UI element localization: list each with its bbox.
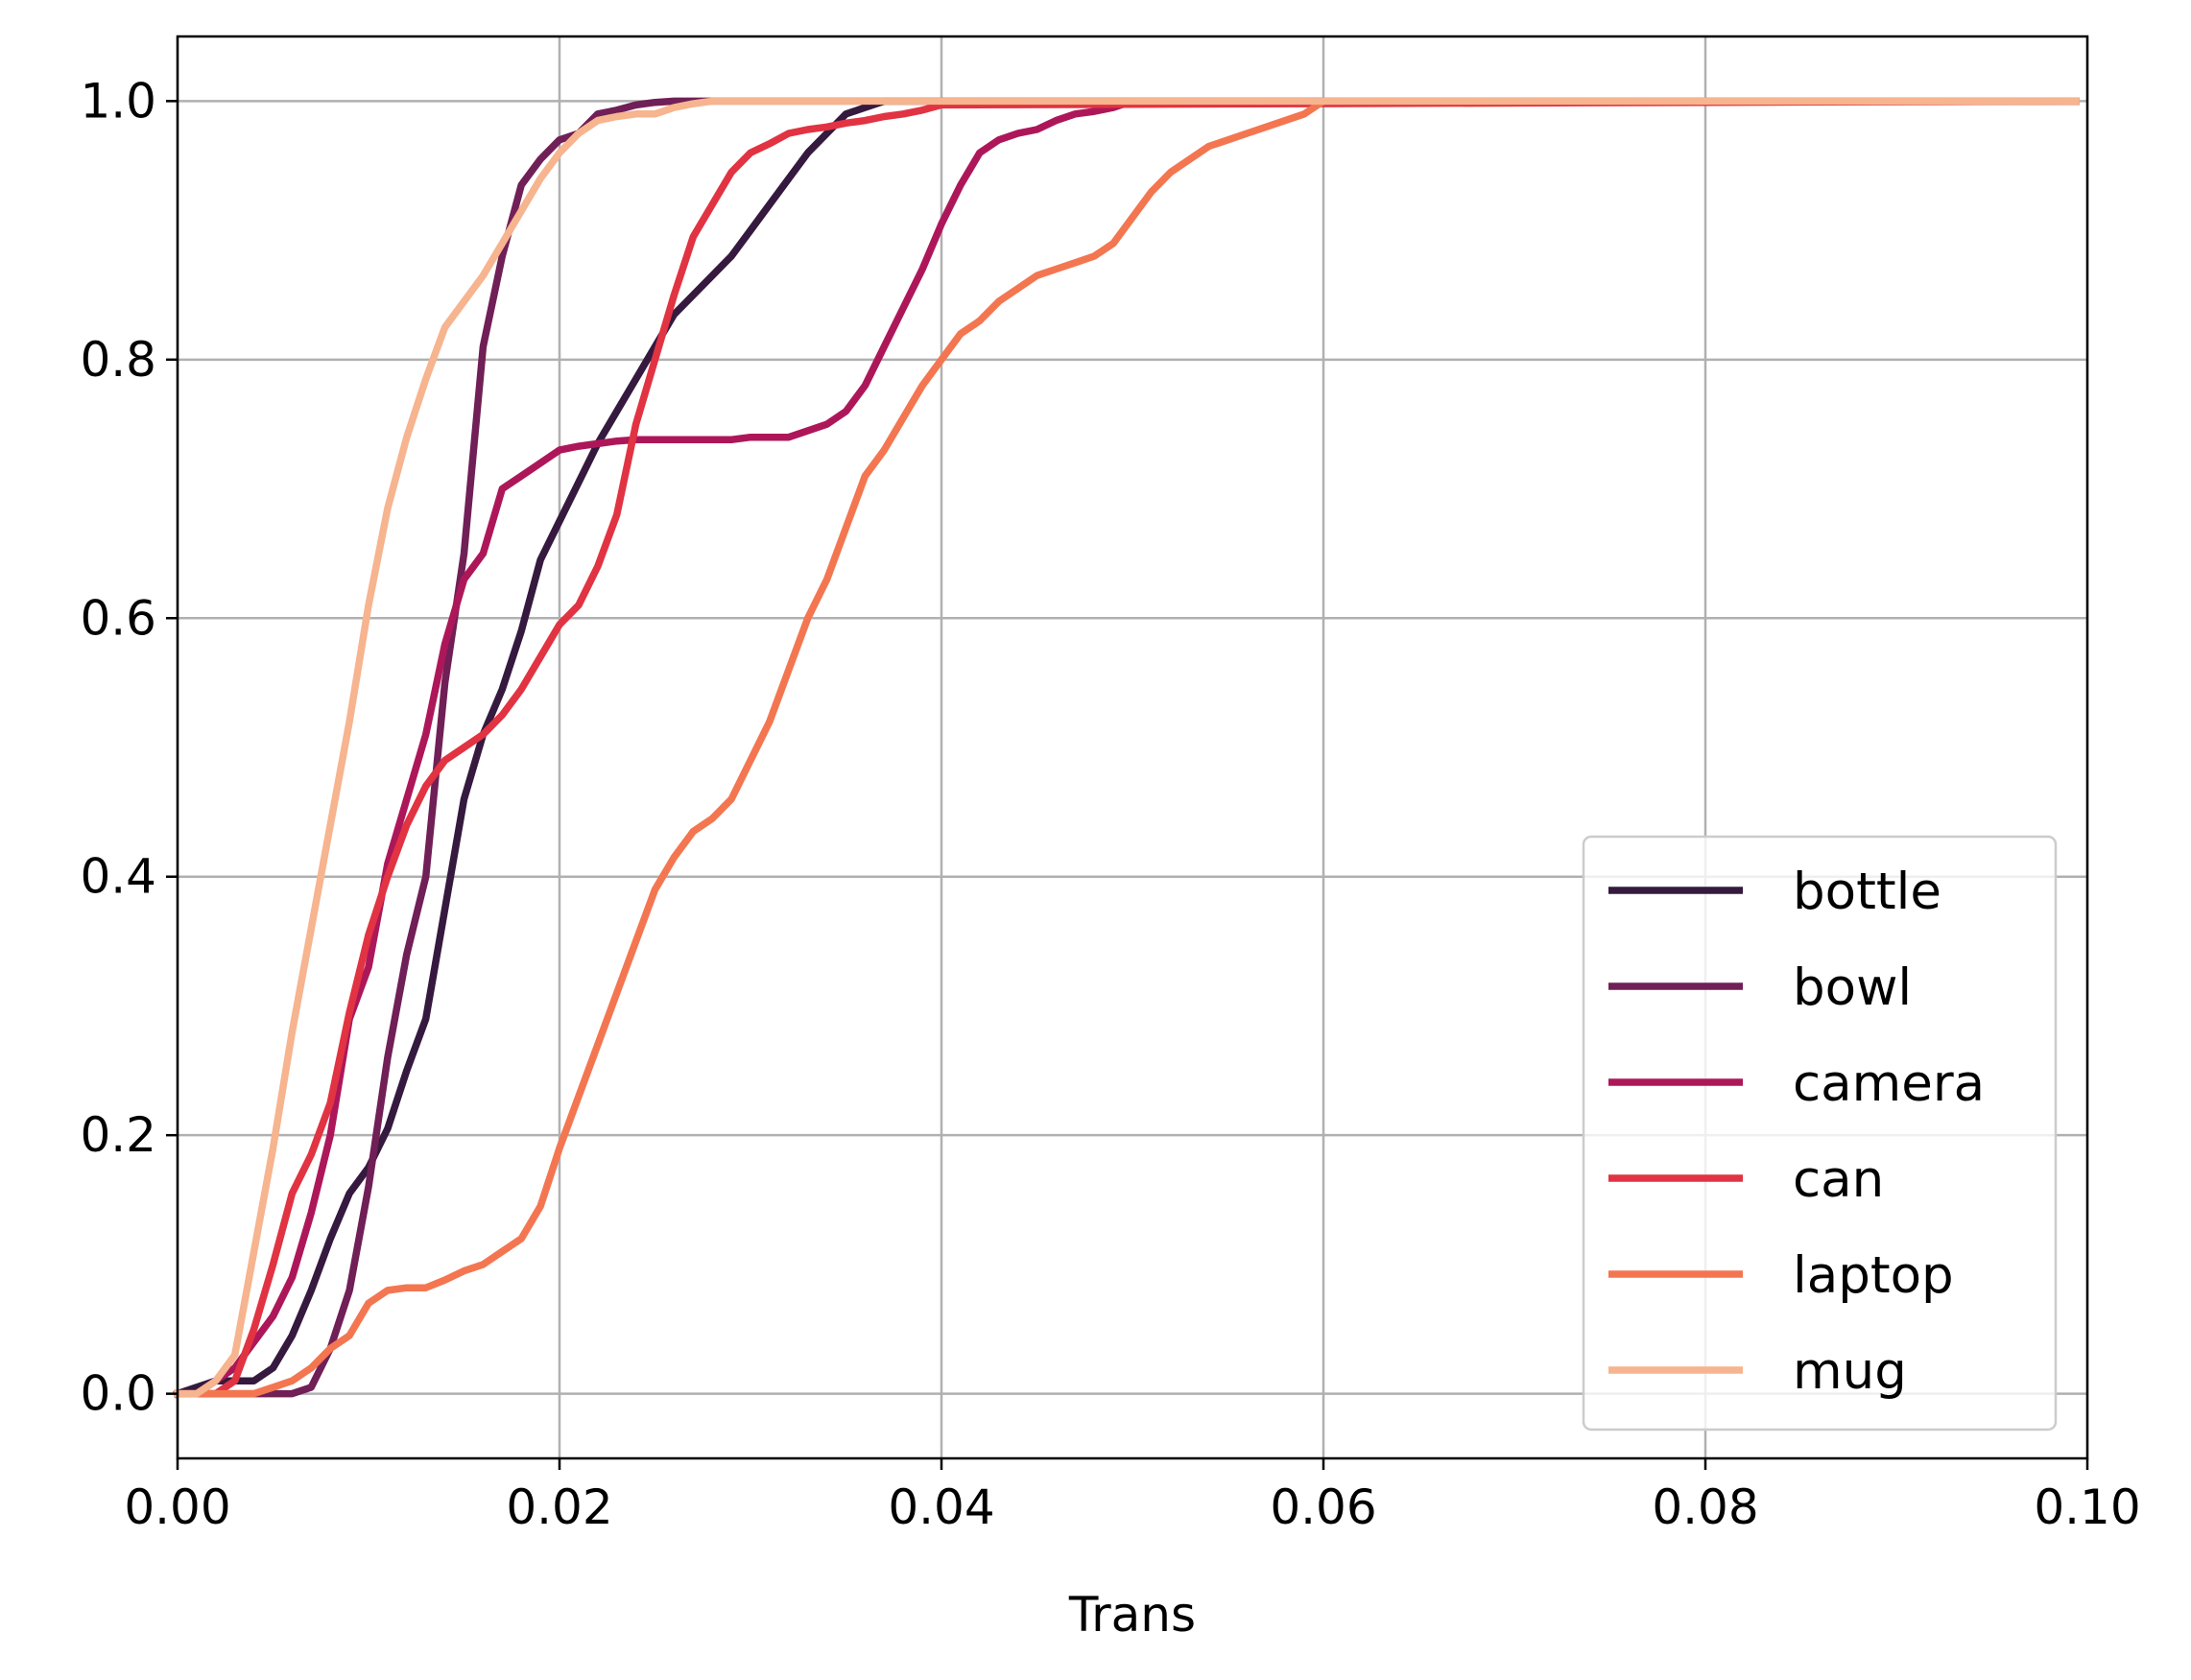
series-line-can <box>174 97 2080 1398</box>
x-tick-label: 0.06 <box>1270 1479 1376 1535</box>
y-tick-label: 0.4 <box>80 849 156 905</box>
series-line-mug <box>174 97 2080 1398</box>
series-line-bottle <box>173 97 2080 1399</box>
series-lines <box>173 97 2080 1399</box>
legend-label-camera: camera <box>1793 1054 1985 1113</box>
y-tick-label: 0.0 <box>80 1366 156 1422</box>
x-tick-label: 0.10 <box>2034 1479 2140 1535</box>
legend-label-mug: mug <box>1793 1342 1907 1401</box>
series-line-camera <box>174 97 2080 1398</box>
x-tick-label: 0.04 <box>888 1479 994 1535</box>
x-tick-label: 0.00 <box>124 1479 230 1535</box>
y-tick-label: 0.8 <box>80 332 156 388</box>
legend: bottle bowl camera can laptop mug <box>1582 835 2058 1432</box>
y-tick-label: 0.2 <box>80 1107 156 1163</box>
legend-box <box>1582 835 2058 1432</box>
x-axis: 0.00 0.02 0.04 0.06 0.08 0.10 <box>124 1458 2141 1535</box>
y-tick-label: 0.6 <box>80 590 156 646</box>
plot-frame <box>176 35 2089 1460</box>
x-tick-label: 0.08 <box>1652 1479 1758 1535</box>
legend-label-laptop: laptop <box>1793 1246 1954 1305</box>
legend-label-can: can <box>1793 1150 1884 1209</box>
y-tick-label: 1.0 <box>80 73 156 129</box>
series-line-bowl <box>174 97 2080 1398</box>
y-axis: 0.0 0.2 0.4 0.6 0.8 1.0 <box>80 73 178 1422</box>
legend-label-bowl: bowl <box>1793 958 1912 1017</box>
legend-label-bottle: bottle <box>1793 863 1941 921</box>
series-line-laptop <box>174 97 2080 1398</box>
x-axis-title: Trans <box>1068 1587 1196 1643</box>
x-tick-label: 0.02 <box>506 1479 612 1535</box>
